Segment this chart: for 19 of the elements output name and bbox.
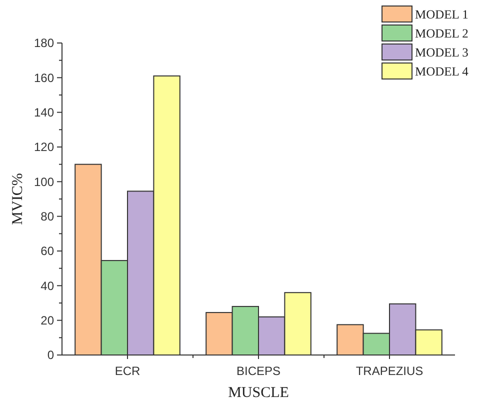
- x-tick-label: ECR: [114, 364, 140, 378]
- y-tick-label: 40: [40, 278, 54, 293]
- y-tick-label: 80: [40, 210, 54, 224]
- y-tick-label: 20: [40, 314, 54, 328]
- y-tick-label: 100: [34, 174, 54, 189]
- legend-label: MODEL 3: [415, 45, 468, 60]
- legend-label: MODEL 1: [415, 7, 468, 22]
- legend-label: MODEL 4: [415, 64, 470, 78]
- y-tick-label: 140: [34, 106, 54, 120]
- y-tick-label: 160: [34, 70, 54, 85]
- y-tick-label: 120: [34, 140, 54, 154]
- x-tick-label: TRAPEZIUS: [356, 364, 424, 378]
- y-axis-title: MVIC%: [10, 173, 26, 225]
- y-tick-label: 0: [47, 348, 54, 362]
- legend-label: MODEL 2: [415, 26, 468, 40]
- x-axis-title: MUSCLE: [228, 385, 289, 401]
- x-tick-label: BICEPS: [236, 364, 281, 378]
- y-tick-label: 180: [34, 36, 54, 50]
- y-tick-label: 60: [40, 244, 54, 258]
